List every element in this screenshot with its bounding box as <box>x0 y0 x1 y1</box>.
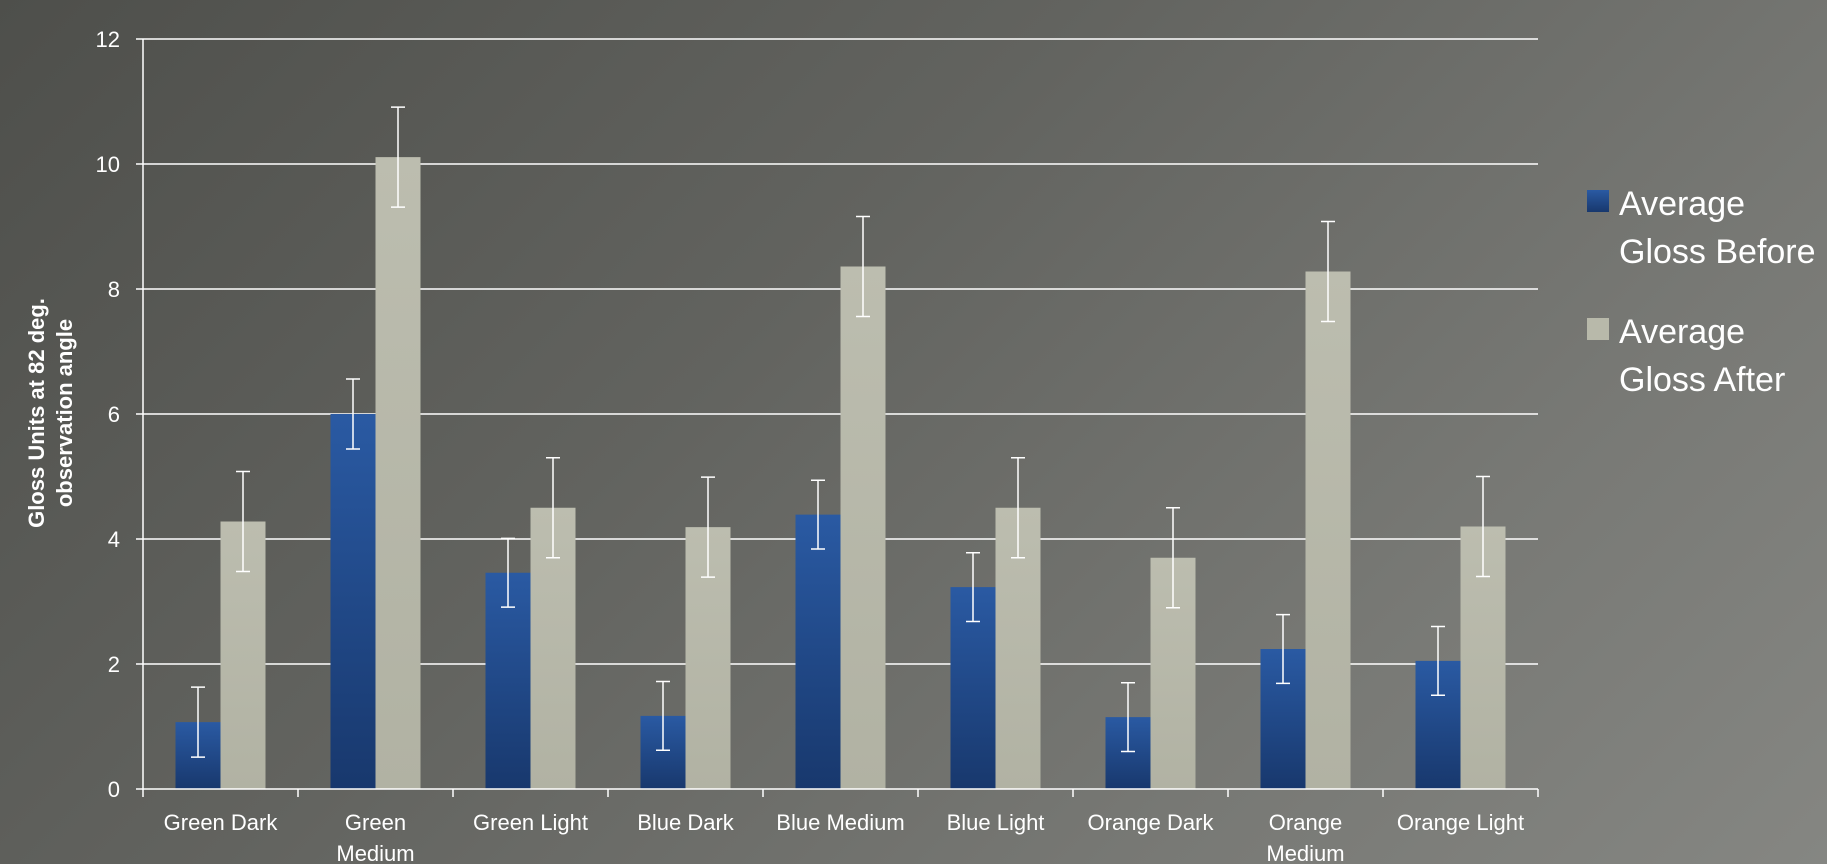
legend-item-after: Average Gloss After <box>1587 308 1827 408</box>
x-tick-label: Orange Medium <box>1266 810 1344 864</box>
x-tick-label: Green Dark <box>164 810 279 835</box>
x-tick-label: Green Light <box>473 810 588 835</box>
y-tick-label: 0 <box>108 777 120 802</box>
bar-before <box>485 572 531 789</box>
y-axis-title-text: Gloss Units at 82 deg. observation angle <box>24 298 77 528</box>
y-tick-label: 10 <box>96 152 120 177</box>
x-tick-label: Blue Medium <box>776 810 904 835</box>
bar-after <box>840 266 886 789</box>
chart-plot-area: 0 2 4 6 8 10 12 Green Dark Green Medium Green Lig… <box>24 27 1539 864</box>
y-tick-label: 8 <box>108 277 120 302</box>
y-tick-label: 4 <box>108 527 120 552</box>
x-tick-label: Blue Dark <box>637 810 735 835</box>
bars <box>175 157 1506 789</box>
legend: Average Gloss Before Average Gloss After <box>1587 180 1827 436</box>
legend-item-before: Average Gloss Before <box>1587 180 1827 280</box>
legend-swatch-before <box>1587 190 1609 212</box>
bar-after <box>1305 271 1351 789</box>
y-axis-title: Gloss Units at 82 deg. observation angle <box>24 298 77 528</box>
x-tick-label: Green Medium <box>336 810 414 864</box>
y-tick-label: 6 <box>108 402 120 427</box>
y-tick-label: 12 <box>96 27 120 52</box>
legend-swatch-after <box>1587 318 1609 340</box>
axes <box>136 38 1539 797</box>
legend-label-after: Average Gloss After <box>1619 313 1786 399</box>
x-tick-label: Blue Light <box>947 810 1045 835</box>
error-bars <box>191 106 1490 758</box>
y-tick-label: 2 <box>108 652 120 677</box>
x-tick-labels: Green Dark Green Medium Green Light Blue Dar… <box>164 810 1524 864</box>
bar-before <box>795 514 841 789</box>
legend-label-before: Average Gloss Before <box>1619 185 1816 271</box>
x-tick-label: Orange Light <box>1397 810 1524 835</box>
bar-after <box>375 157 421 789</box>
bar-before <box>330 414 376 789</box>
x-tick-label: Orange Dark <box>1088 810 1215 835</box>
y-tick-labels: 0 2 4 6 8 10 12 <box>96 27 120 802</box>
